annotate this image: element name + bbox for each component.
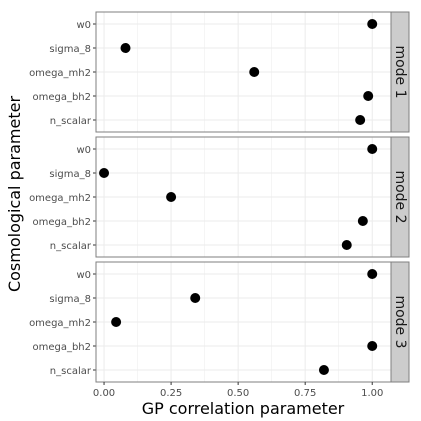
facet-strip-label: mode 2 xyxy=(392,170,408,223)
x-tick-label: 0.25 xyxy=(160,388,182,399)
data-point-sigma_8 xyxy=(190,293,201,303)
x-tick-label: 0.50 xyxy=(227,388,249,399)
facet-strip-label: mode 1 xyxy=(392,45,408,98)
y-tick-label: n_scalar xyxy=(50,366,92,377)
y-tick-label: omega_bh2 xyxy=(32,217,91,228)
x-tick-label: 1.00 xyxy=(361,388,383,399)
x-axis-title: GP correlation parameter xyxy=(142,399,345,418)
data-point-n_scalar xyxy=(318,365,329,375)
facet-panel-1: w0 sigma_8 omega_mh2 omega_bh2 n_scalar mode … xyxy=(29,11,410,133)
y-tick-label: w0 xyxy=(76,20,91,31)
y-tick-label: omega_bh2 xyxy=(32,92,91,103)
facet-strip xyxy=(390,136,410,258)
data-point-n_scalar xyxy=(355,115,366,125)
y-tick-label: w0 xyxy=(76,270,91,281)
facet-panel-2: w0 sigma_8 omega_mh2 omega_bh2 n_scalar mode … xyxy=(29,136,410,258)
y-tick-label: omega_bh2 xyxy=(32,342,91,353)
facet-panel-3: w0 sigma_8 omega_mh2 omega_bh2 n_scalar mode … xyxy=(29,261,410,383)
x-tick-label: 0.00 xyxy=(93,388,115,399)
y-tick-label: n_scalar xyxy=(50,116,92,127)
data-point-w0 xyxy=(367,269,378,279)
data-point-omega_bh2 xyxy=(357,216,368,226)
y-tick-label: sigma_8 xyxy=(49,44,91,55)
facet-strip xyxy=(390,11,410,133)
y-tick-label: omega_mh2 xyxy=(29,193,91,204)
y-tick-label: sigma_8 xyxy=(49,294,91,305)
data-point-sigma_8 xyxy=(120,43,131,53)
facet-panels: w0sigma_8omega_mh2omega_bh2n_scalarmode … xyxy=(29,11,410,383)
y-tick-label: sigma_8 xyxy=(49,169,91,180)
data-point-omega_bh2 xyxy=(367,341,378,351)
data-point-w0 xyxy=(367,19,378,29)
x-tick-label: 0.75 xyxy=(294,388,316,399)
y-tick-label: w0 xyxy=(76,145,91,156)
y-tick-label: n_scalar xyxy=(50,241,92,252)
data-point-n_scalar xyxy=(341,240,352,250)
y-axis-title: Cosmological parameter xyxy=(5,96,24,293)
data-point-omega_mh2 xyxy=(249,67,260,77)
x-axis: 0.00 0.25 0.50 0.75 1.00 xyxy=(93,382,383,399)
data-point-omega_mh2 xyxy=(111,317,122,327)
facet-strip-label: mode 3 xyxy=(392,295,408,348)
data-point-omega_mh2 xyxy=(166,192,177,202)
facet-strip xyxy=(390,261,410,383)
data-point-w0 xyxy=(367,144,378,154)
data-point-sigma_8 xyxy=(99,168,110,178)
data-point-omega_bh2 xyxy=(363,91,374,101)
y-tick-label: omega_mh2 xyxy=(29,318,91,329)
y-tick-label: omega_mh2 xyxy=(29,68,91,79)
